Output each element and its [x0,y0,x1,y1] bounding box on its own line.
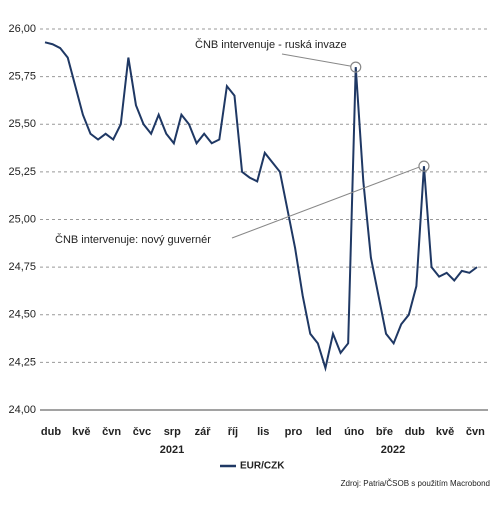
year-label: 2022 [381,444,405,456]
x-tick-label: čvc [133,426,151,438]
x-tick-label: úno [344,426,364,438]
annotation: ČNB intervenuje - ruská invaze [195,38,347,51]
y-tick-label: 25,50 [8,118,36,130]
x-tick-label: kvě [436,426,454,438]
x-tick-label: čvn [466,426,485,438]
line [44,41,478,373]
y-tick-label: 25,75 [8,71,36,83]
source: Zdroj: Patria/ČSOB s použitím Macrobond [341,479,490,488]
y-tick-label: 24,25 [8,356,36,368]
y-tick-label: 26,00 [8,23,36,35]
x-tick-label: dub [405,426,425,438]
x-tick-label: srp [164,426,181,438]
x-tick-label: čvn [102,426,121,438]
y-tick-label: 25,00 [8,213,36,225]
y-tick-label: 25,25 [8,166,36,178]
x-tick-label: dub [41,426,61,438]
year-label: 2021 [160,444,184,456]
x-tick-label: lis [257,426,269,438]
x-tick-label: říj [228,426,238,438]
x-tick-label: kvě [72,426,90,438]
annotation-marker [418,160,430,172]
annotation: ČNB intervenuje: nový guvernér [55,233,211,246]
x-tick-label: zář [195,426,212,438]
x-tick-label: led [316,426,332,438]
y-tick-label: 24,00 [8,404,36,416]
annotation-leader [231,166,420,239]
legend-label: EUR/CZK [240,461,285,472]
y-tick-label: 24,75 [8,261,36,273]
x-tick-label: bře [376,426,393,438]
y-tick-label: 24,50 [8,309,36,321]
annotation-leader [281,53,351,67]
annotation-marker [350,61,362,73]
x-tick-label: pro [285,426,303,438]
